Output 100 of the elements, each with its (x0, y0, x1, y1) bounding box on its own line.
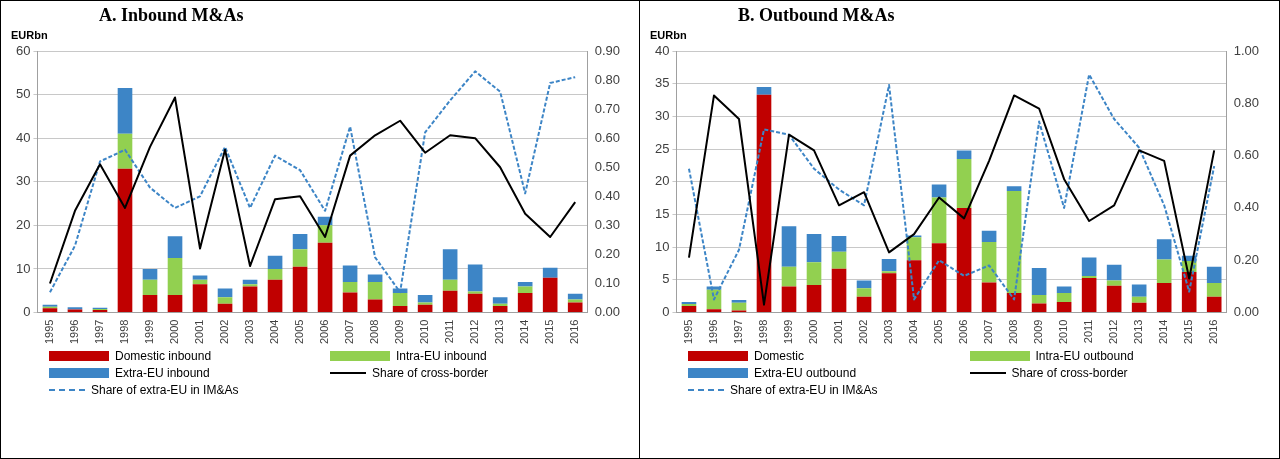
y-tick-label: 20 (654, 173, 670, 189)
bar (142, 268, 158, 280)
x-tick-label: 2014 (518, 319, 531, 345)
bar (292, 234, 308, 250)
bar (1056, 302, 1072, 313)
bar (292, 249, 308, 267)
x-tick-label: 2004 (907, 319, 920, 345)
x-tick-label: 2009 (393, 319, 406, 345)
legend-label: Intra-EU inbound (396, 349, 487, 363)
bar (931, 197, 947, 244)
bar (117, 88, 133, 134)
x-tick-label: 2000 (168, 319, 181, 345)
bar (192, 275, 208, 280)
bar (367, 282, 383, 300)
legend-label: Domestic inbound (115, 349, 212, 363)
bar (417, 304, 433, 313)
bar (342, 265, 358, 283)
bar (1156, 259, 1172, 284)
x-tick-label: 1998 (118, 319, 131, 345)
y2-tick-label: 0.60 (594, 129, 621, 145)
x-tick-label: 1999 (143, 319, 156, 345)
legend-label: Domestic (754, 349, 805, 363)
legend-label: Extra-EU inbound (115, 366, 210, 380)
bar (781, 286, 797, 313)
x-tick-label: 2016 (1207, 319, 1220, 345)
bar (442, 290, 458, 313)
y2-tick-label: 0.40 (1233, 199, 1260, 215)
bar (492, 305, 508, 313)
y-tick-label: 20 (15, 216, 31, 232)
bar (956, 158, 972, 208)
bar (142, 295, 158, 313)
y2-tick-label: 0.50 (594, 158, 621, 174)
x-tick-label: 2006 (957, 319, 970, 345)
bar (781, 226, 797, 267)
bar (806, 262, 822, 286)
bar (856, 296, 872, 313)
y-tick-label: 15 (654, 206, 670, 222)
bar (1156, 283, 1172, 313)
y-tick-label: 30 (654, 107, 670, 123)
bar (367, 299, 383, 313)
x-tick-label: 2011 (1082, 319, 1095, 344)
x-tick-label: 2001 (832, 319, 845, 345)
y2-tick-label: 1.00 (1233, 42, 1260, 58)
bar (1006, 190, 1022, 293)
x-tick-label: 1995 (682, 319, 694, 345)
bar (1131, 302, 1147, 313)
bar (267, 255, 283, 269)
x-tick-label: 2007 (343, 319, 356, 345)
bar (731, 300, 747, 303)
chart-title: A. Inbound M&As (98, 5, 245, 27)
x-tick-label: 2005 (293, 319, 306, 345)
bar (831, 236, 847, 252)
bar (167, 258, 183, 296)
x-tick-label: 1995 (43, 319, 55, 345)
bar (931, 184, 947, 198)
bar (1031, 268, 1047, 295)
bar (1156, 239, 1172, 260)
x-tick-label: 2003 (243, 319, 256, 345)
y-tick-label: 10 (15, 260, 31, 276)
bar (1131, 296, 1147, 303)
y2-tick-label: 0.90 (594, 42, 621, 58)
x-tick-label: 2003 (882, 319, 895, 345)
bar (1006, 186, 1022, 191)
legend-label: Share of cross-border (372, 366, 489, 380)
bar (1206, 296, 1222, 313)
bar (1081, 257, 1097, 276)
x-tick-label: 1999 (782, 319, 795, 345)
x-tick-label: 2014 (1157, 319, 1170, 345)
bar (1206, 266, 1222, 284)
x-tick-label: 2012 (1107, 319, 1120, 345)
x-tick-label: 1998 (757, 319, 770, 345)
x-tick-label: 2002 (857, 319, 870, 345)
bar (217, 303, 233, 313)
x-tick-label: 2010 (1057, 319, 1070, 345)
x-tick-label: 2002 (218, 319, 231, 345)
legend-label: Share of extra-EU in IM&As (730, 383, 878, 397)
y2-tick-label: 0.10 (594, 275, 621, 291)
y-tick-label: 0 (662, 304, 670, 320)
bar (881, 273, 897, 313)
y2-tick-label: 0.20 (594, 245, 621, 261)
bar (881, 258, 897, 272)
y-tick-label: 25 (654, 140, 670, 156)
bar (542, 267, 558, 278)
bar (567, 299, 583, 303)
y-tick-label: 5 (662, 271, 670, 287)
bar (317, 242, 333, 313)
bar (167, 236, 183, 259)
y2-tick-label: 0.40 (594, 187, 621, 203)
bar (1031, 294, 1047, 304)
bar (142, 279, 158, 296)
x-tick-label: 1997 (732, 319, 745, 345)
y-axis-title: EURbn (11, 28, 48, 41)
bar (956, 150, 972, 159)
bar (517, 286, 533, 293)
bar (542, 277, 558, 313)
x-tick-label: 2015 (1182, 319, 1195, 345)
x-tick-label: 2015 (543, 319, 556, 345)
bar (1031, 303, 1047, 313)
y-tick-label: 30 (15, 173, 31, 189)
bar (367, 274, 383, 283)
